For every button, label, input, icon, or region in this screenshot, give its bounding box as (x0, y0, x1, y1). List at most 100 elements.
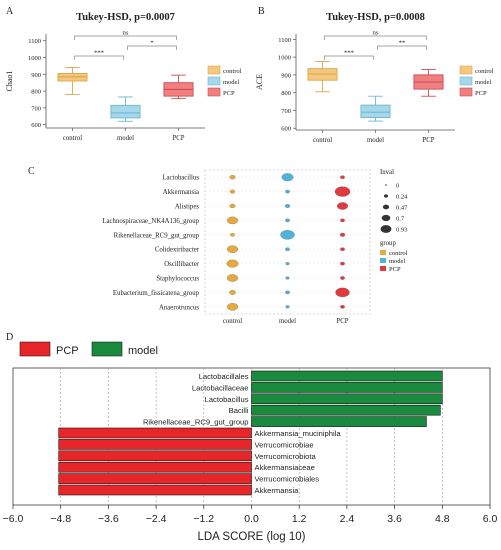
y-tick-label: 600 (31, 122, 41, 129)
dot-model (285, 218, 290, 223)
x-tick-label: control (313, 137, 332, 144)
dot-control (226, 245, 239, 253)
y-tick-label: 900 (31, 72, 41, 79)
bar-label: Verrucomicrobiota (255, 452, 317, 461)
legend-swatch-PCP (459, 87, 473, 97)
panel-letter: C (28, 166, 35, 177)
group-legend-title: group (380, 240, 396, 247)
significance-label: *** (344, 50, 354, 57)
y-axis-label: ACE (255, 74, 264, 90)
size-legend-dot (381, 214, 391, 222)
legend-label: PCP (475, 90, 487, 97)
significance-label: *** (94, 50, 104, 57)
legend-label: model (475, 79, 491, 86)
y-tick-label: 700 (31, 105, 41, 112)
x-tick-label: 0.0 (244, 513, 259, 525)
significance-bracket (74, 35, 177, 40)
bar-label: Lactobacillus (205, 395, 249, 404)
x-tick-label: PCP (336, 318, 348, 325)
significance-label: * (150, 40, 153, 47)
dot-PCP (339, 232, 346, 237)
taxon-label: Oscillibacter (164, 261, 199, 268)
x-axis-label: LDA SCORE (log 10) (197, 531, 305, 543)
bar-PCP (58, 461, 252, 473)
size-legend-label: 0.93 (396, 227, 407, 234)
dot-control (229, 189, 236, 194)
legend-swatch-control (207, 65, 221, 75)
dot-model (285, 189, 290, 194)
bar-model (251, 404, 441, 416)
box-model (360, 104, 391, 119)
dot-PCP (340, 261, 345, 266)
dot-control (226, 259, 239, 268)
dot-PCP (335, 287, 350, 298)
x-tick-label: model (117, 135, 134, 142)
bar-label: Verrucomicrobiae (255, 440, 314, 449)
x-tick-label: PCP (422, 137, 434, 144)
dot-model (285, 262, 290, 266)
taxon-label: Rikenellaceae_RC9_gut_group (114, 232, 200, 239)
size-legend-label: 0.24 (396, 194, 408, 201)
taxon-label: Akkermansia (163, 189, 199, 196)
dot-control (226, 303, 239, 311)
legend-swatch-control (459, 65, 473, 75)
dot-PCP (340, 276, 345, 280)
bar-label: Lactobacillaceae (192, 383, 249, 392)
bar-label: Akkermansia_muciniphila (255, 429, 342, 438)
x-tick-label: −2.4 (146, 513, 167, 525)
group-legend-label: control (389, 250, 408, 257)
y-tick-label: 1100 (28, 38, 41, 45)
chart-title: Tukey-HSD, p=0.0008 (326, 12, 425, 23)
x-tick-label: −3.6 (98, 513, 119, 525)
box-model (110, 104, 141, 119)
legend-swatch-model (207, 76, 221, 86)
chart-title: Tukey-HSD, p=0.0007 (76, 12, 175, 23)
dot-model (285, 247, 290, 251)
panel-letter: A (6, 6, 14, 17)
dot-PCP (340, 175, 345, 179)
y-tick-label: 1000 (28, 55, 41, 62)
y-tick-label: 600 (281, 126, 291, 133)
size-legend-dot (380, 225, 392, 233)
bar-label: Akkermansiaceae (255, 463, 315, 472)
bar-PCP (58, 439, 252, 450)
significance-label: ns (123, 30, 129, 37)
dot-model (281, 173, 294, 182)
x-tick-label: control (223, 318, 242, 325)
x-tick-label: 1.2 (292, 513, 307, 525)
size-legend-label: 0.47 (396, 205, 408, 212)
y-tick-label: 1100 (278, 37, 291, 44)
y-tick-label: 800 (31, 89, 41, 96)
dot-PCP (340, 247, 345, 251)
significance-bracket (324, 35, 427, 40)
x-tick-label: −6.0 (3, 513, 24, 525)
x-tick-label: 2.4 (340, 513, 355, 525)
bar-label: Rikenellaceae_RC9_gut_group (143, 418, 249, 427)
y-axis-label: Chao1 (5, 71, 14, 92)
taxon-label: Colidextribacter (155, 247, 200, 254)
dot-model (285, 276, 290, 280)
y-tick-label: 800 (281, 90, 291, 97)
group-legend-label: PCP (389, 266, 401, 273)
taxon-label: Alistipes (175, 204, 200, 211)
taxon-label: Staphylococcus (156, 276, 199, 283)
bar-PCP (58, 450, 252, 462)
legend-label: control (475, 68, 494, 75)
significance-label: ns (373, 30, 379, 37)
dot-control (229, 175, 236, 180)
legend-label: model (223, 79, 239, 86)
dot-model (285, 305, 290, 309)
dot-control (229, 290, 236, 295)
dot-PCP (340, 305, 345, 309)
x-tick-label: model (367, 137, 384, 144)
y-tick-label: 1000 (278, 55, 291, 62)
dot-control (230, 233, 235, 237)
bar-model (251, 416, 427, 427)
taxon-label: Lactobacillus (162, 175, 199, 182)
bar-label: Verrucomicrobiales (255, 475, 320, 484)
dot-model (284, 204, 291, 208)
legend-label: PCP (223, 90, 235, 97)
bar-label: Bacilli (229, 406, 249, 415)
panel-letter: B (258, 6, 265, 17)
